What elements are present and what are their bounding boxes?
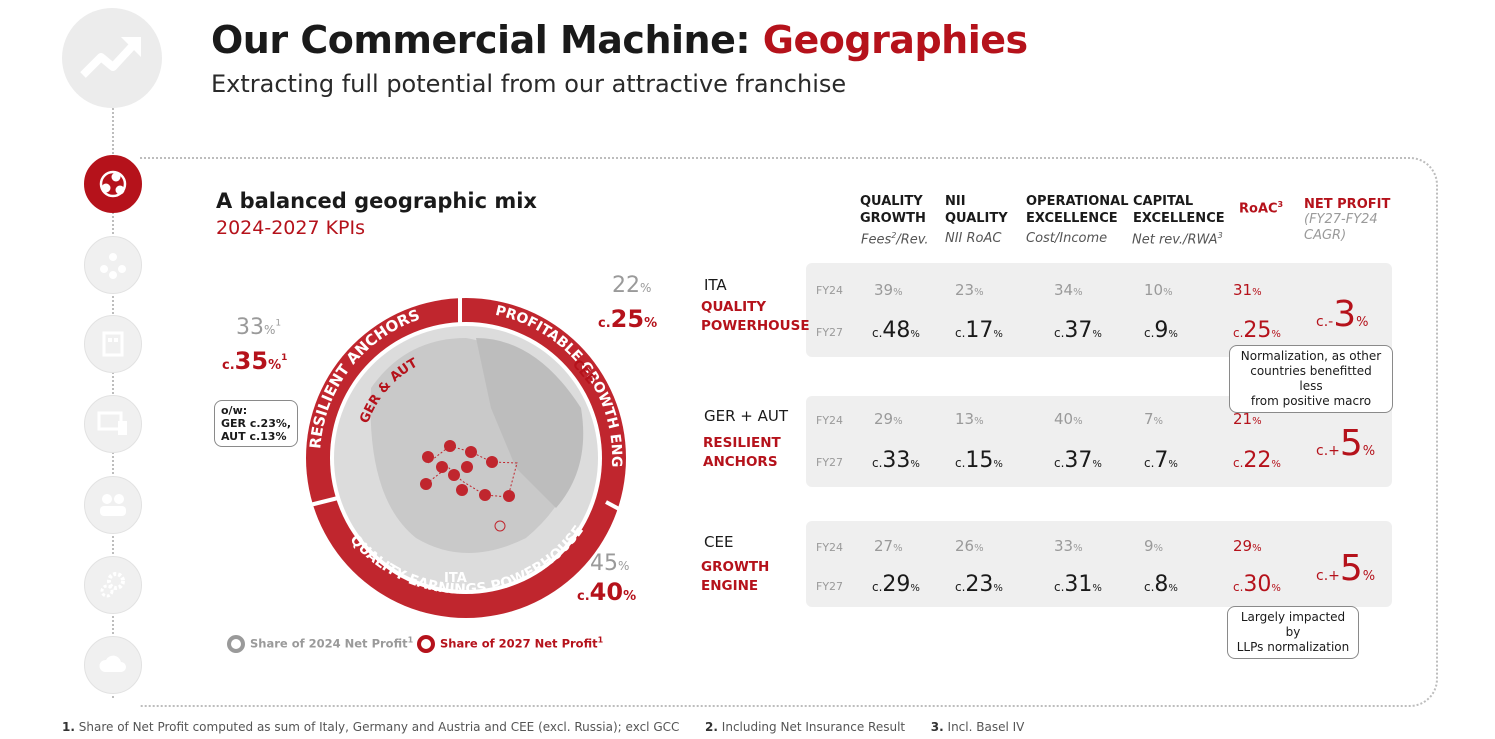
kpi-fy24-value: 34% bbox=[1054, 281, 1083, 299]
col-sub-quality-growth: Fees2/Rev. bbox=[861, 231, 929, 248]
nav-devices-icon[interactable] bbox=[84, 395, 142, 453]
kpi-fy27-value: c.31% bbox=[1054, 572, 1102, 597]
share-cee-2027: c.25% bbox=[598, 305, 658, 333]
col-header-capital: CAPITAL EXCELLENCE bbox=[1133, 194, 1225, 226]
year-label: FY24 bbox=[816, 541, 844, 554]
share-ger-2027: c.35%1 bbox=[222, 347, 288, 375]
page-title: Our Commercial Machine: Geographies bbox=[211, 18, 1028, 62]
nav-people-network-icon[interactable] bbox=[84, 236, 142, 294]
network-dots bbox=[420, 440, 515, 502]
year-label: FY24 bbox=[816, 284, 844, 297]
kpi-fy24-value: 9% bbox=[1144, 537, 1164, 555]
kpi-fy27-value: c.29% bbox=[872, 572, 920, 597]
kpi-fy27-value: c.9% bbox=[1144, 318, 1178, 343]
nav-network-icon[interactable] bbox=[84, 155, 142, 213]
nav-cloud-icon[interactable] bbox=[84, 636, 142, 694]
col-sub-nii-quality: NII RoAC bbox=[945, 231, 1002, 246]
content-frame bbox=[140, 157, 1438, 707]
net-profit-cagr: c.+5% bbox=[1316, 548, 1376, 589]
kpi-fy27-value: c.15% bbox=[955, 448, 1003, 473]
row-band-ita bbox=[806, 263, 1392, 357]
roac-fy24-value: 29% bbox=[1233, 537, 1262, 555]
nav-users-icon[interactable] bbox=[84, 476, 142, 534]
share-ger-2024: 33%1 bbox=[236, 315, 282, 340]
col-sub-net-profit: (FY27-FY24 CAGR) bbox=[1304, 212, 1378, 243]
col-header-roac: RoAC3 bbox=[1239, 200, 1284, 217]
kpi-fy27-value: c.23% bbox=[955, 572, 1003, 597]
section-title: A balanced geographic mix bbox=[216, 189, 537, 213]
year-label: FY24 bbox=[816, 414, 844, 427]
col-sub-operational: Cost/Income bbox=[1026, 231, 1108, 246]
kpi-fy24-value: 26% bbox=[955, 537, 984, 555]
roac-fy24-value: 21% bbox=[1233, 410, 1262, 428]
kpi-fy24-value: 10% bbox=[1144, 281, 1173, 299]
callout-cee: Largely impacted by LLPs normalization bbox=[1227, 606, 1359, 659]
kpi-fy27-value: c.48% bbox=[872, 318, 920, 343]
share-2024-icon bbox=[227, 635, 245, 653]
kpi-fy27-value: c.37% bbox=[1054, 448, 1102, 473]
row-band-cee bbox=[806, 521, 1392, 607]
roac-fy27-value: c.22% bbox=[1233, 448, 1281, 473]
share-2027-icon bbox=[417, 635, 435, 653]
row-label-ita: ITA bbox=[704, 276, 727, 294]
roac-fy27-value: c.25% bbox=[1233, 318, 1281, 343]
kpi-fy24-value: 23% bbox=[955, 281, 984, 299]
kpi-fy24-value: 33% bbox=[1054, 537, 1083, 555]
share-ita-2027: c.40% bbox=[577, 578, 637, 606]
legend-2027: Share of 2027 Net Profit1 bbox=[416, 635, 603, 653]
share-cee-2024: 22% bbox=[612, 273, 652, 298]
net-profit-cagr: c.+5% bbox=[1316, 423, 1376, 464]
kpi-fy27-value: c.17% bbox=[955, 318, 1003, 343]
callout-ger-aut: o/w: GER c.23%, AUT c.13% bbox=[214, 400, 299, 447]
roac-fy24-value: 31% bbox=[1233, 281, 1262, 299]
col-header-quality-growth: QUALITY GROWTH bbox=[860, 194, 926, 226]
growth-arrow-icon bbox=[62, 8, 162, 108]
year-label: FY27 bbox=[816, 580, 844, 593]
row-name-cee: GROWTH ENGINE bbox=[701, 559, 770, 594]
footnotes: 1. Share of Net Profit computed as sum o… bbox=[62, 720, 1025, 734]
col-header-operational: OPERATIONAL EXCELLENCE bbox=[1026, 194, 1129, 226]
kpi-fy27-value: c.8% bbox=[1144, 572, 1178, 597]
kpi-fy27-value: c.7% bbox=[1144, 448, 1178, 473]
kpi-fy24-value: 39% bbox=[874, 281, 903, 299]
col-header-nii-quality: NII QUALITY bbox=[945, 194, 1008, 226]
kpi-fy27-value: c.37% bbox=[1054, 318, 1102, 343]
year-label: FY27 bbox=[816, 326, 844, 339]
row-name-ita: QUALITY POWERHOUSE bbox=[701, 299, 810, 334]
nav-building-icon[interactable] bbox=[84, 315, 142, 373]
ring-label-ita: ITA bbox=[444, 571, 467, 586]
col-header-net-profit: NET PROFIT bbox=[1304, 197, 1391, 212]
kpi-fy27-value: c.33% bbox=[872, 448, 920, 473]
row-label-cee: CEE bbox=[704, 533, 734, 551]
kpi-fy24-value: 40% bbox=[1054, 410, 1083, 428]
net-profit-cagr: c.-3% bbox=[1316, 294, 1369, 335]
kpi-fy24-value: 29% bbox=[874, 410, 903, 428]
nav-gears-icon[interactable] bbox=[84, 556, 142, 614]
kpi-fy24-value: 13% bbox=[955, 410, 984, 428]
geography-ring: RESILIENT ANCHORS GER & AUT PROFITABLE G… bbox=[276, 268, 633, 618]
legend-2024: Share of 2024 Net Profit1 bbox=[226, 635, 413, 653]
callout-ita: Normalization, as other countries benefit… bbox=[1229, 345, 1393, 413]
kpi-fy24-value: 7% bbox=[1144, 410, 1164, 428]
roac-fy27-value: c.30% bbox=[1233, 572, 1281, 597]
kpi-fy24-value: 27% bbox=[874, 537, 903, 555]
col-sub-capital: Net rev./RWA3 bbox=[1132, 231, 1223, 248]
year-label: FY27 bbox=[816, 456, 844, 469]
share-ita-2024: 45% bbox=[590, 551, 630, 576]
page-subtitle: Extracting full potential from our attra… bbox=[211, 70, 847, 98]
section-subtitle: 2024-2027 KPIs bbox=[216, 217, 366, 239]
row-name-ger-aut: RESILIENT ANCHORS bbox=[703, 435, 781, 470]
row-label-ger-aut: GER + AUT bbox=[704, 407, 789, 425]
